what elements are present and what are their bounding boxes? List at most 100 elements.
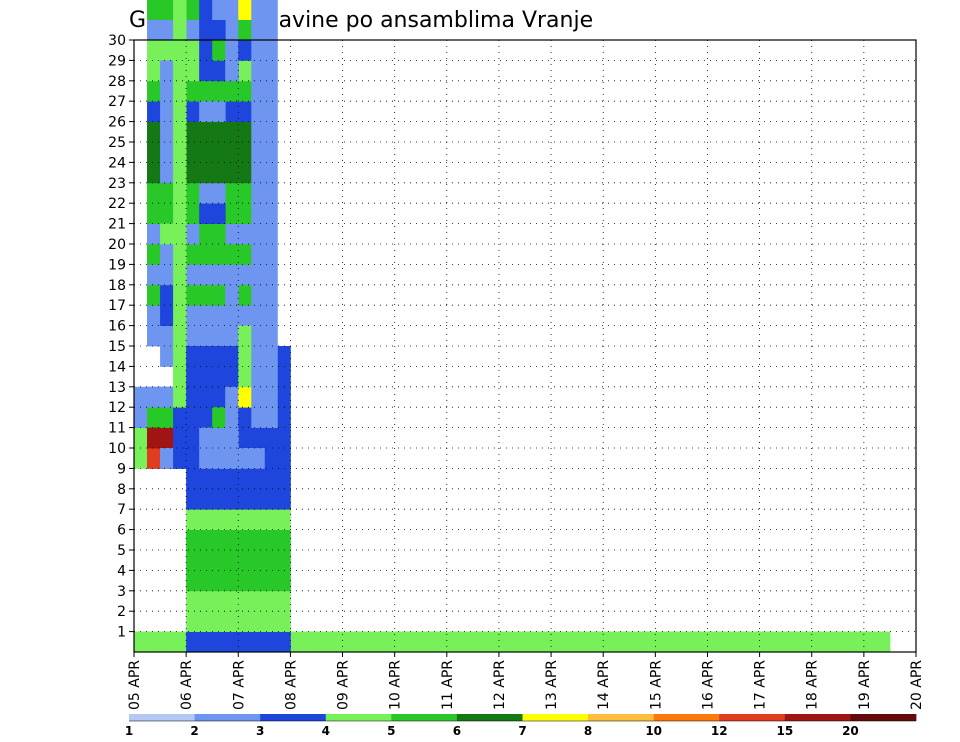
colorbar-swatch [850, 714, 917, 721]
y-tick-label: 18 [108, 278, 126, 294]
y-axis: 1234567891011121314151617181920212223242… [108, 33, 134, 641]
y-tick-label: 10 [108, 441, 126, 457]
grid-layer [134, 39, 916, 652]
precip-cell [251, 223, 278, 245]
x-tick-label: 05 APR [127, 660, 143, 710]
precip-cell [251, 284, 278, 306]
colorbar-label: 5 [387, 724, 395, 738]
precip-cell [134, 631, 891, 653]
y-tick-label: 13 [108, 380, 126, 396]
precip-cell [173, 386, 187, 408]
precip-cell [199, 101, 226, 122]
precip-cell [199, 223, 226, 245]
y-tick-label: 29 [108, 53, 126, 69]
y-tick-label: 28 [108, 74, 126, 90]
y-tick-label: 1 [117, 625, 126, 641]
precip-cell [173, 284, 187, 306]
x-tick-label: 15 APR [648, 660, 664, 710]
y-tick-label: 27 [108, 94, 126, 110]
colorbar-label: 12 [711, 724, 728, 738]
y-tick-label: 24 [108, 155, 126, 171]
y-tick-label: 8 [117, 482, 126, 498]
y-tick-label: 7 [117, 502, 126, 518]
precip-cell [173, 366, 187, 388]
colorbar-label: 20 [842, 724, 859, 738]
precip-cell [173, 223, 187, 245]
precip-cell [212, 0, 239, 20]
precip-cell [173, 121, 187, 143]
colorbar-label: 1 [125, 724, 133, 738]
y-tick-label: 15 [108, 339, 126, 355]
precip-cell [173, 407, 187, 428]
precip-cell [173, 264, 187, 286]
x-tick-label: 07 APR [231, 660, 247, 710]
x-tick-label: 09 APR [336, 660, 352, 710]
y-tick-label: 26 [108, 115, 126, 131]
precip-cell [186, 611, 291, 632]
y-tick-label: 14 [108, 359, 126, 375]
precip-cell [173, 101, 187, 122]
precip-cell [173, 244, 187, 265]
x-tick-label: 10 APR [388, 660, 404, 710]
precip-cell [251, 60, 278, 82]
precip-cell [251, 386, 278, 408]
y-tick-label: 30 [108, 33, 126, 49]
precip-cell [186, 631, 291, 653]
y-tick-label: 23 [108, 176, 126, 192]
y-tick-label: 4 [117, 563, 126, 579]
colorbar-swatch [588, 714, 655, 721]
precip-cell [251, 80, 278, 102]
precip-cell [238, 448, 265, 469]
precip-cell [225, 40, 239, 61]
precip-cell [186, 488, 291, 510]
precip-cell [251, 305, 278, 326]
x-tick-label: 19 APR [857, 660, 873, 710]
y-tick-label: 5 [117, 543, 126, 559]
y-tick-label: 21 [108, 217, 126, 233]
y-tick-label: 3 [117, 584, 126, 600]
colorbar-label: 8 [584, 724, 592, 738]
precip-cell [251, 0, 278, 20]
colorbar-swatch [522, 714, 589, 721]
precip-cell [251, 162, 278, 184]
colorbar-label: 10 [645, 724, 662, 738]
x-tick-label: 08 APR [283, 660, 299, 710]
y-tick-label: 25 [108, 135, 126, 151]
colorbar-swatch [129, 714, 195, 721]
precip-cell [225, 448, 239, 469]
precip-cell [225, 284, 239, 306]
precip-cell [186, 550, 291, 571]
precip-cell [173, 346, 187, 367]
colorbar-swatch [260, 714, 327, 721]
precip-cell [186, 509, 291, 530]
precip-cell [173, 305, 187, 326]
precip-cell [251, 203, 278, 224]
precip-cell [251, 325, 278, 347]
y-tick-label: 20 [108, 237, 126, 253]
colorbar: 1 2 3 4 5 6 7 8 10 12 15 20 [125, 714, 917, 738]
precip-cell [173, 19, 187, 41]
precip-cell [173, 80, 187, 102]
precip-cell [251, 264, 278, 286]
precip-cell [251, 407, 278, 428]
precip-cell [173, 182, 187, 204]
precip-cell [173, 427, 187, 449]
colorbar-label: 3 [256, 724, 264, 738]
precip-cell [251, 182, 278, 204]
colorbar-swatch [456, 714, 523, 721]
precip-cell [173, 60, 187, 82]
colorbar-label: 2 [190, 724, 198, 738]
x-tick-label: 17 APR [753, 660, 769, 710]
y-tick-label: 17 [108, 298, 126, 314]
colorbar-label: 6 [453, 724, 461, 738]
colorbar-swatch [391, 714, 458, 721]
precip-cell [199, 182, 226, 204]
y-tick-label: 12 [108, 400, 126, 416]
x-axis: 05 APR 06 APR 07 APR 08 APR 09 APR 10 APR 11 A… [127, 652, 925, 710]
precip-cell [251, 366, 278, 388]
precip-cell [225, 427, 239, 449]
precip-cell [251, 19, 278, 41]
precip-cell [186, 529, 291, 551]
precip-cell [173, 203, 187, 224]
